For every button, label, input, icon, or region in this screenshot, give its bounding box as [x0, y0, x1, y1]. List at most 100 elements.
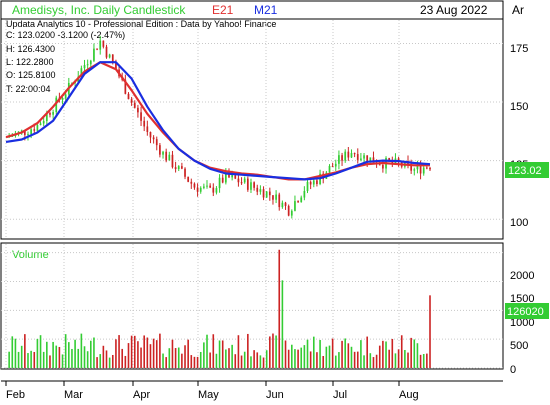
volume-bar — [250, 356, 252, 368]
volume-bar — [184, 345, 186, 368]
candle-down — [316, 180, 318, 185]
volume-bar — [68, 342, 70, 368]
candle-up — [360, 158, 362, 160]
candle-up — [281, 202, 284, 208]
candle-down — [133, 102, 136, 108]
candle-up — [306, 181, 309, 191]
candle-up — [231, 175, 233, 178]
volume-bar — [407, 352, 409, 368]
volume-bar — [265, 350, 268, 368]
candle-down — [341, 155, 343, 161]
candle-up — [30, 129, 32, 135]
candle-down — [159, 145, 161, 155]
volume-bar — [347, 343, 350, 368]
volume-bar — [121, 348, 124, 368]
candle-down — [96, 48, 98, 50]
volume-tick-2000: 2000 — [510, 270, 534, 282]
candle-down — [49, 113, 51, 115]
volume-bar — [291, 344, 293, 368]
candle-down — [181, 166, 183, 169]
candle-down — [33, 129, 36, 131]
candle-up — [413, 169, 416, 171]
volume-bar — [17, 351, 20, 368]
volume-bar — [256, 352, 259, 368]
candle-down — [410, 163, 413, 171]
candle-up — [36, 124, 39, 131]
volume-bar — [262, 357, 265, 368]
volume-bar — [27, 353, 29, 368]
candle-up — [83, 65, 86, 69]
candle-down — [287, 205, 290, 216]
volume-bar — [11, 336, 14, 368]
candle-down — [127, 93, 130, 100]
volume-bar — [413, 339, 416, 368]
volume-bar — [196, 356, 199, 368]
candle-up — [39, 123, 42, 125]
volume-bar — [80, 333, 83, 368]
candle-up — [416, 165, 419, 170]
candle-up — [243, 178, 246, 183]
volume-bar — [74, 339, 76, 368]
candle-up — [422, 167, 425, 174]
candle-down — [240, 182, 243, 184]
volume-bar — [309, 351, 312, 368]
price-tick-100: 100 — [510, 217, 528, 229]
volume-bar — [366, 336, 368, 368]
candle-down — [347, 151, 350, 158]
volume-bar — [269, 336, 271, 368]
candle-up — [168, 154, 171, 161]
candle-down — [184, 168, 186, 177]
volume-bar — [108, 357, 111, 368]
volume-bar — [33, 351, 36, 368]
volume-bar — [102, 345, 105, 368]
candle-down — [140, 112, 142, 121]
volume-bar — [234, 354, 237, 368]
volume-title: Volume — [12, 249, 49, 261]
candle-up — [300, 197, 303, 203]
volume-bar — [300, 347, 303, 368]
last-price-value: 123.02 — [508, 165, 542, 177]
volume-bar — [372, 357, 375, 368]
volume-bar — [199, 352, 202, 368]
last-volume-value: 126020 — [507, 306, 544, 318]
candle-up — [363, 155, 365, 159]
candle-up — [224, 171, 227, 183]
volume-bar — [243, 351, 246, 368]
candle-down — [171, 154, 174, 168]
volume-bar — [312, 336, 315, 368]
volume-bar — [404, 349, 406, 368]
candle-up — [52, 112, 54, 115]
candle-down — [130, 99, 133, 103]
candle-down — [388, 157, 391, 162]
candle-down — [256, 187, 259, 192]
volume-bar — [356, 351, 359, 368]
volume-bar — [190, 355, 193, 368]
volume-bar — [319, 339, 321, 368]
volume-bar — [394, 353, 397, 368]
candle-up — [290, 210, 293, 216]
candle-down — [272, 195, 274, 200]
candle-down — [152, 137, 155, 140]
candle-down — [309, 181, 312, 185]
candle-up — [89, 60, 92, 65]
volume-bar — [272, 333, 274, 368]
candle-up — [215, 188, 218, 193]
volume-bar — [30, 350, 32, 368]
volume-bar — [146, 337, 149, 368]
candle-up — [294, 201, 296, 211]
volume-bar — [181, 353, 183, 368]
candle-up — [206, 185, 208, 187]
volume-bar — [149, 344, 152, 368]
volume-bar — [225, 349, 227, 368]
volume-bar — [152, 338, 155, 368]
candle-down — [146, 126, 149, 132]
month-label-mar: Mar — [64, 389, 83, 401]
candle-up — [64, 94, 67, 99]
volume-bar — [133, 335, 136, 368]
volume-panel-frame — [0, 242, 504, 370]
candle-down — [23, 130, 26, 135]
volume-bar — [143, 335, 145, 368]
candle-down — [297, 201, 299, 203]
volume-bar — [8, 351, 10, 368]
